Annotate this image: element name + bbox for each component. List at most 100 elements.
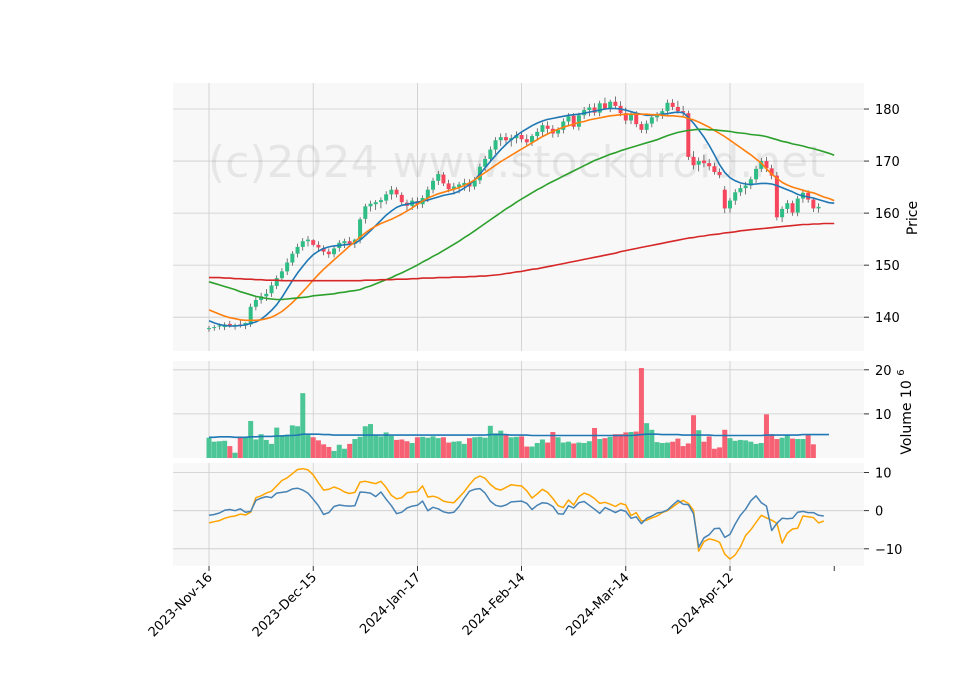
y-tick-label: −10 xyxy=(875,543,902,558)
volume-bar xyxy=(680,446,686,458)
candle-body xyxy=(806,192,811,200)
volume-bar xyxy=(388,435,394,458)
candle-body xyxy=(712,166,717,172)
candle-body xyxy=(597,103,602,113)
volume-bar xyxy=(763,414,769,458)
candle-body xyxy=(488,149,493,159)
volume-bar xyxy=(206,437,212,458)
candle-body xyxy=(248,306,253,325)
volume-bar xyxy=(248,420,254,458)
candle-body xyxy=(279,271,284,279)
candle-body xyxy=(384,194,389,201)
volume-bar xyxy=(795,439,801,458)
y-tick-label: 0 xyxy=(875,505,883,520)
volume-bar xyxy=(269,443,275,458)
volume-bar xyxy=(664,442,670,458)
volume-bar xyxy=(597,439,603,458)
candle-body xyxy=(326,251,331,255)
volume-bar xyxy=(649,429,655,458)
volume-bar xyxy=(529,446,535,458)
moving-average-line-ma_long xyxy=(209,222,835,282)
volume-bar xyxy=(399,439,405,458)
candle-body xyxy=(717,171,722,176)
volume-bar xyxy=(560,442,566,458)
candle-body xyxy=(530,136,535,143)
candle-body xyxy=(394,189,399,195)
y-tick-label: 180 xyxy=(875,103,900,118)
candle-body xyxy=(649,117,654,124)
candle-body xyxy=(342,241,347,244)
volume-bar xyxy=(341,448,347,458)
volume-bar xyxy=(467,438,472,458)
volume-bar xyxy=(524,446,530,458)
candle-body xyxy=(665,102,670,112)
volume-bar xyxy=(435,438,441,458)
volume-bar xyxy=(592,428,598,458)
candle-body xyxy=(347,241,352,244)
volume-bar xyxy=(602,438,608,458)
candle-body xyxy=(472,180,477,187)
volume-bar xyxy=(519,436,525,458)
candle-body xyxy=(305,239,310,242)
candle-body xyxy=(217,325,222,327)
volume-bar xyxy=(576,442,582,458)
candle-body xyxy=(431,180,436,190)
candle-body xyxy=(785,203,790,209)
volume-bar xyxy=(498,430,504,458)
candle-body xyxy=(545,125,550,129)
candle-body xyxy=(264,293,269,297)
volume-bar xyxy=(451,441,457,458)
volume-bar xyxy=(810,444,816,458)
price-moving-averages xyxy=(208,107,835,327)
y-tick-label: 10 xyxy=(875,408,892,423)
candle-body xyxy=(462,182,467,185)
volume-bar xyxy=(216,441,222,458)
candle-body xyxy=(696,161,701,165)
candle-body xyxy=(373,202,378,205)
candle-body xyxy=(295,246,300,254)
volume-bar xyxy=(295,426,301,458)
volume-bars xyxy=(206,368,829,458)
volume-bar xyxy=(555,437,561,458)
candle-body xyxy=(660,111,665,115)
volume-bar xyxy=(774,439,780,458)
volume-bar xyxy=(503,434,509,458)
moving-average-line-ma_fast xyxy=(208,107,835,327)
volume-bar xyxy=(409,443,415,458)
volume-bar xyxy=(618,434,624,458)
volume-bar xyxy=(425,437,431,458)
volume-axis-label: Volume 10 6 xyxy=(896,369,915,454)
candle-body xyxy=(253,300,258,307)
volume-bar xyxy=(696,430,702,458)
candle-body xyxy=(629,114,634,121)
candle-body xyxy=(644,123,649,130)
volume-bar xyxy=(222,440,228,458)
candle-body xyxy=(378,200,383,203)
candle-body xyxy=(691,156,696,166)
candle-body xyxy=(451,186,456,190)
candle-body xyxy=(358,219,363,240)
volume-bar xyxy=(274,427,280,458)
volume-bar xyxy=(237,436,243,458)
candle-body xyxy=(566,116,571,122)
volume-bar xyxy=(305,435,311,458)
candle-body xyxy=(655,114,660,118)
volume-bar xyxy=(675,438,681,458)
volume-bar xyxy=(513,436,519,458)
volume-bar xyxy=(753,443,759,458)
candle-body xyxy=(540,125,545,132)
y-tick-label: 170 xyxy=(875,155,900,170)
candle-body xyxy=(441,174,446,184)
volume-bar xyxy=(284,434,290,458)
y-tick-label: 140 xyxy=(875,311,900,326)
volume-bar xyxy=(383,432,389,458)
volume-bar xyxy=(685,443,691,458)
candle-body xyxy=(269,285,274,294)
candle-body xyxy=(446,183,451,190)
candle-body xyxy=(290,253,295,263)
volume-average-line xyxy=(209,433,829,439)
volume-label-superscript: 6 xyxy=(896,369,907,375)
volume-bar xyxy=(227,446,233,458)
candle-body xyxy=(748,179,753,186)
volume-bar xyxy=(336,444,342,458)
